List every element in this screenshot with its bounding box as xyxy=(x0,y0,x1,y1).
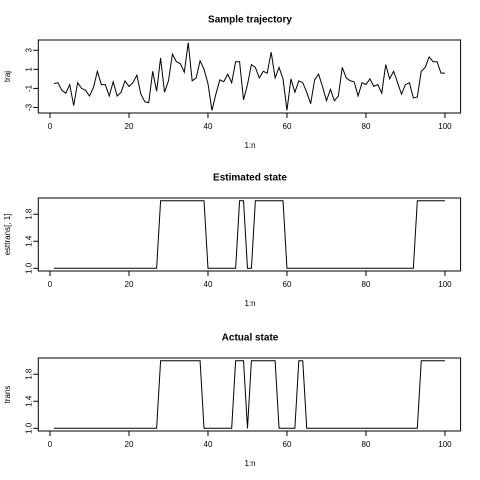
y-tick-label: 1.8 xyxy=(24,368,33,380)
y-tick-label: 1.4 xyxy=(24,235,33,247)
plot-frame xyxy=(37,39,462,114)
x-tick-label: 80 xyxy=(362,122,371,131)
x-tick-label: 80 xyxy=(362,440,371,449)
y-tick-label: 1.0 xyxy=(24,422,33,434)
chart-title: Estimated state xyxy=(213,173,287,184)
y-tick-label: 1.8 xyxy=(24,208,33,220)
x-tick-label: 20 xyxy=(125,440,134,449)
plot-frame xyxy=(37,197,462,272)
x-tick-label: 100 xyxy=(438,280,452,289)
y-tick-label: 1.4 xyxy=(24,395,33,407)
x-tick-label: 100 xyxy=(438,440,452,449)
x-tick-label: 40 xyxy=(204,280,213,289)
x-axis-label: 1:n xyxy=(244,459,255,468)
x-axis-label: 1:n xyxy=(244,299,255,308)
y-axis-label: esttrans[, 1] xyxy=(3,214,12,256)
data-line xyxy=(53,42,445,111)
x-tick-label: 0 xyxy=(48,122,53,131)
y-tick-label: 1.0 xyxy=(24,262,33,274)
plot-frame xyxy=(37,357,462,432)
chart-title: Sample trajectory xyxy=(208,15,292,26)
x-axis-label: 1:n xyxy=(244,141,255,150)
x-tick-label: 100 xyxy=(438,122,452,131)
y-tick-label: -3 xyxy=(24,103,33,111)
data-line xyxy=(53,200,445,269)
x-tick-label: 60 xyxy=(283,122,292,131)
y-axis-label: trans xyxy=(3,386,12,404)
y-axis-label: traj xyxy=(3,71,12,82)
x-tick-label: 40 xyxy=(204,440,213,449)
y-tick-label: 3 xyxy=(24,48,33,53)
chart-title: Actual state xyxy=(222,333,279,344)
x-tick-label: 40 xyxy=(204,122,213,131)
x-tick-label: 20 xyxy=(125,122,134,131)
y-tick-label: -1 xyxy=(24,84,33,92)
data-line xyxy=(53,360,445,429)
x-tick-label: 0 xyxy=(48,440,53,449)
x-tick-label: 60 xyxy=(283,280,292,289)
x-tick-label: 20 xyxy=(125,280,134,289)
x-tick-label: 80 xyxy=(362,280,371,289)
x-tick-label: 60 xyxy=(283,440,292,449)
y-tick-label: 1 xyxy=(24,67,33,72)
x-tick-label: 0 xyxy=(48,280,53,289)
